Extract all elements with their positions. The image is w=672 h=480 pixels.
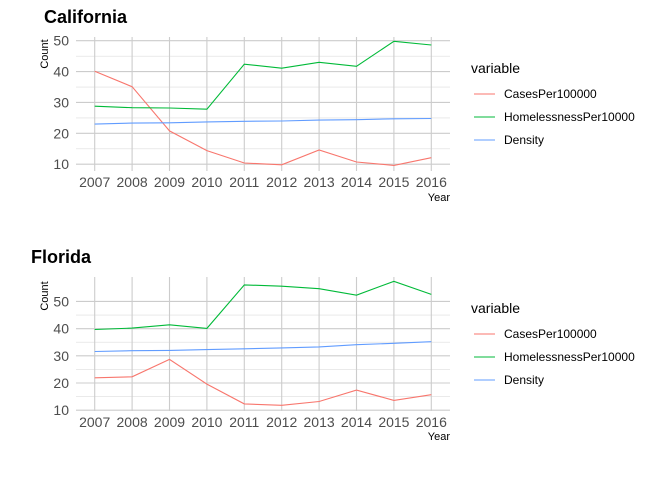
x-tick-label: 2009 (154, 174, 185, 190)
y-tick-label: 50 (53, 33, 69, 49)
x-axis-title: Year (428, 192, 451, 204)
chart-panel-california: 10 20 30 40 50 2007 2008 2009 2010 2011 2012 2013 20… (39, 7, 635, 204)
legend-label: HomelessnessPer10000 (504, 350, 635, 364)
series-line-casesper100000 (94, 70, 432, 166)
y-tick-label: 30 (53, 94, 69, 110)
x-tick-label: 2009 (154, 414, 185, 430)
legend-label: CasesPer100000 (504, 87, 597, 101)
legend: variable CasesPer100000 HomelessnessPer100… (471, 300, 635, 387)
series-line-casesper100000 (94, 358, 432, 406)
y-axis-title: Count (39, 281, 51, 310)
chart-title: Florida (31, 247, 92, 267)
x-tick-label: 2013 (304, 414, 335, 430)
x-tick-label: 2007 (79, 414, 110, 430)
x-tick-label: 2008 (117, 174, 148, 190)
x-tick-label: 2012 (266, 174, 297, 190)
y-tick-label: 50 (53, 293, 69, 309)
y-tick-label: 40 (53, 321, 69, 337)
y-tick-label: 30 (53, 348, 69, 364)
x-tick-label: 2007 (79, 174, 110, 190)
x-tick-label: 2011 (229, 414, 259, 430)
legend-label: HomelessnessPer10000 (504, 110, 635, 124)
y-axis-title: Count (39, 39, 51, 68)
x-tick-label: 2015 (378, 414, 409, 430)
x-axis-title: Year (428, 431, 451, 443)
y-tick-label: 10 (53, 402, 69, 418)
legend-label: Density (504, 133, 544, 147)
y-tick-label: 40 (53, 64, 69, 80)
x-tick-label: 2013 (304, 174, 335, 190)
series-line-homelessnessper10000 (94, 280, 432, 331)
legend-title: variable (471, 300, 520, 316)
x-tick-label: 2016 (416, 414, 447, 430)
chart-panel-florida: 10 20 30 40 50 2007 2008 2009 2010 2011 2012 2013 20… (31, 247, 635, 443)
x-tick-label: 2010 (191, 414, 222, 430)
legend-label: CasesPer100000 (504, 327, 597, 341)
x-tick-label: 2015 (378, 174, 409, 190)
x-tick-label: 2014 (341, 174, 372, 190)
x-tick-label: 2016 (416, 174, 447, 190)
chart-title: California (44, 7, 128, 27)
x-tick-label: 2008 (117, 414, 148, 430)
series-line-density (94, 341, 432, 353)
x-tick-label: 2010 (191, 174, 222, 190)
series-line-homelessnessper10000 (94, 40, 432, 110)
series-line-density (94, 117, 432, 125)
y-tick-label: 20 (53, 375, 69, 391)
y-tick-label: 20 (53, 125, 69, 141)
x-tick-label: 2012 (266, 414, 297, 430)
legend: variable CasesPer100000 HomelessnessPer100… (471, 60, 635, 147)
x-tick-label: 2014 (341, 414, 372, 430)
y-tick-label: 10 (53, 156, 69, 172)
legend-label: Density (504, 373, 544, 387)
x-tick-label: 2011 (229, 174, 259, 190)
legend-title: variable (471, 60, 520, 76)
